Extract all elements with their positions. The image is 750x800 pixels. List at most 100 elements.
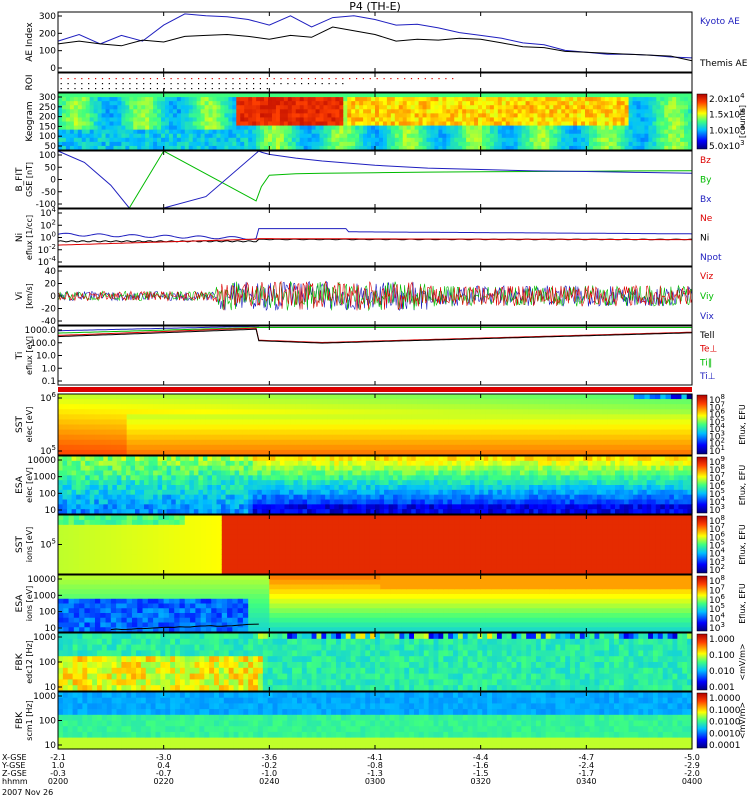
ae-ylabel: AE Index [25, 22, 35, 62]
esa_i-cbar-tick: 104 [709, 612, 725, 625]
keogram-cbar-tick: 5.0x103 [709, 139, 745, 152]
bfit-yunit: GSE [nT] [25, 162, 34, 197]
bfit-legend-0: Bz [700, 156, 711, 166]
time-axis-tick: -4.1 [367, 753, 383, 762]
ni-ytick: 102 [40, 218, 56, 231]
keogram-cbar-tick: 2.0x104 [709, 92, 745, 105]
time-axis-tick: -2.1 [50, 753, 66, 762]
vi-series-viy [57, 280, 693, 312]
fbk_b-colorbar [696, 692, 708, 749]
time-axis-name: hhmm [2, 777, 28, 786]
ti-ylabel: Ti [15, 352, 25, 361]
keogram-spectrogram [58, 93, 693, 151]
fbk_b-spectrogram [58, 692, 693, 750]
ti-legend-0: Tell [699, 331, 715, 341]
time-axis-tick: -3.0 [156, 753, 172, 762]
ti-ytick: 100.0 [30, 339, 56, 349]
fbk_e-cbar-tick: 0.001 [709, 683, 735, 693]
bfit-ytick: -50 [41, 188, 56, 198]
ni-yunit: eflux [1/cc] [25, 215, 34, 260]
time-axis-name: Y-GSE [1, 761, 25, 770]
fbk_e-colorbar [696, 633, 708, 691]
time-axis-tick: -1.3 [367, 769, 383, 778]
sst_i-cbar-tick: 102 [709, 563, 725, 576]
time-axis-name: X-GSE [2, 753, 27, 762]
fbk_e-ylabel: FBK [15, 652, 25, 670]
bfit-legend-1: By [700, 176, 712, 186]
sst_i-cbar-tick: 106 [709, 530, 725, 543]
fbk_e-cbar-tick: 0.010 [709, 667, 735, 677]
ae-frame [57, 11, 693, 73]
fbk_b-ytick: 10 [45, 741, 57, 751]
ni-legend-1: Ni [700, 234, 709, 244]
time-axis-tick: 0300 [365, 777, 385, 786]
vi-ytick: 40 [45, 267, 57, 277]
time-axis-tick: -2.0 [684, 769, 700, 778]
fbk_b-ylabel: FBK [15, 711, 25, 729]
keogram-colorbar [696, 93, 708, 150]
sst_i-cbar-tick: 105 [709, 539, 725, 552]
bfit-legend-2: Bx [700, 195, 712, 205]
esa_i-cbar-label: Eflux, EFU [738, 583, 747, 624]
fbk_b-ytick: 100 [39, 717, 56, 727]
ni-ytick: 100 [40, 231, 56, 244]
bfit-frame [57, 150, 693, 209]
fbk_b-cbar-tick: 0.1000 [709, 706, 741, 716]
esa_e-cbar-tick: 104 [709, 495, 725, 508]
esa_e-ytick: 10000 [27, 456, 56, 466]
vi-ylabel: Vi [15, 292, 25, 300]
fbk_e-spectrogram [58, 633, 693, 692]
ti-legend-1: Te⊥ [699, 345, 718, 355]
keogram-ytick: 200 [39, 113, 56, 123]
bfit-ylabel: B_FIT [15, 167, 25, 192]
bfit-series-by [128, 150, 693, 209]
sst_e-cbar-tick: 105 [709, 415, 725, 428]
ni-ytick: 10-2 [38, 243, 56, 256]
ti-legend-3: Ti⊥ [699, 372, 716, 382]
esa_i-colorbar [696, 575, 708, 632]
sst_e-cbar-tick: 108 [709, 393, 725, 406]
keogram-cbar-label: [counts] [738, 105, 747, 138]
esa_e-ylabel: ESA [15, 475, 25, 494]
esa_e-cbar-tick: 105 [709, 487, 725, 500]
fbk_e-ytick: 1000 [33, 633, 56, 643]
fbk_b-cbar-tick: 0.0100 [709, 718, 741, 728]
sst_e-ylabel: SST [15, 416, 25, 433]
ae-legend-1: Themis AE [699, 59, 748, 69]
esa_e-cbar-tick: 109 [709, 455, 725, 468]
bfit-ytick: 100 [39, 151, 56, 161]
keogram-ytick: 150 [39, 122, 56, 132]
ti-yunit: eflux [eV] [25, 336, 34, 375]
esa_e-cbar-tick: 106 [709, 479, 725, 492]
ae-ytick: 100 [39, 47, 56, 57]
ae-ytick: 300 [39, 12, 56, 22]
vi-ytick: 20 [45, 280, 57, 290]
fbk_b-cbar-tick: 1.0000 [709, 694, 741, 704]
fbk_e-ytick: 10 [45, 683, 57, 693]
esa_e-ytick: 100 [39, 489, 56, 499]
ni-ylabel: Ni [15, 233, 25, 242]
ti-legend-2: Ti‖ [699, 358, 712, 368]
keogram-ytick: 50 [45, 142, 57, 152]
fbk_e-cbar-label: <mV/m> [738, 643, 747, 680]
ni-ytick: 10-4 [38, 255, 57, 268]
ni-series-ne [57, 238, 693, 246]
time-axis-tick: -1.6 [473, 761, 489, 770]
bfit-ytick: 0 [50, 176, 56, 186]
vi-yunit: [km/s] [25, 283, 34, 309]
sst_i-cbar-tick: 108 [709, 514, 725, 527]
time-axis-tick: 0.4 [157, 761, 170, 770]
fbk_e-ytick: 100 [39, 658, 56, 668]
fbk_b-cbar-label: <mV/m> [738, 702, 747, 739]
time-axis-tick: -0.8 [367, 761, 383, 770]
sst_i-cbar-tick: 103 [709, 555, 725, 568]
sst_e-spectrogram [58, 394, 693, 456]
ti-ytick: 1.0 [42, 364, 57, 374]
sst_i-spectrogram [58, 515, 693, 575]
sst_i-cbar-label: Eflux, EFU [738, 524, 747, 565]
roi-ylabel: ROI [25, 75, 35, 91]
time-axis-tick: -1.0 [262, 769, 278, 778]
vi-series-viz [57, 280, 693, 311]
esa_i-spectrogram [58, 575, 693, 633]
